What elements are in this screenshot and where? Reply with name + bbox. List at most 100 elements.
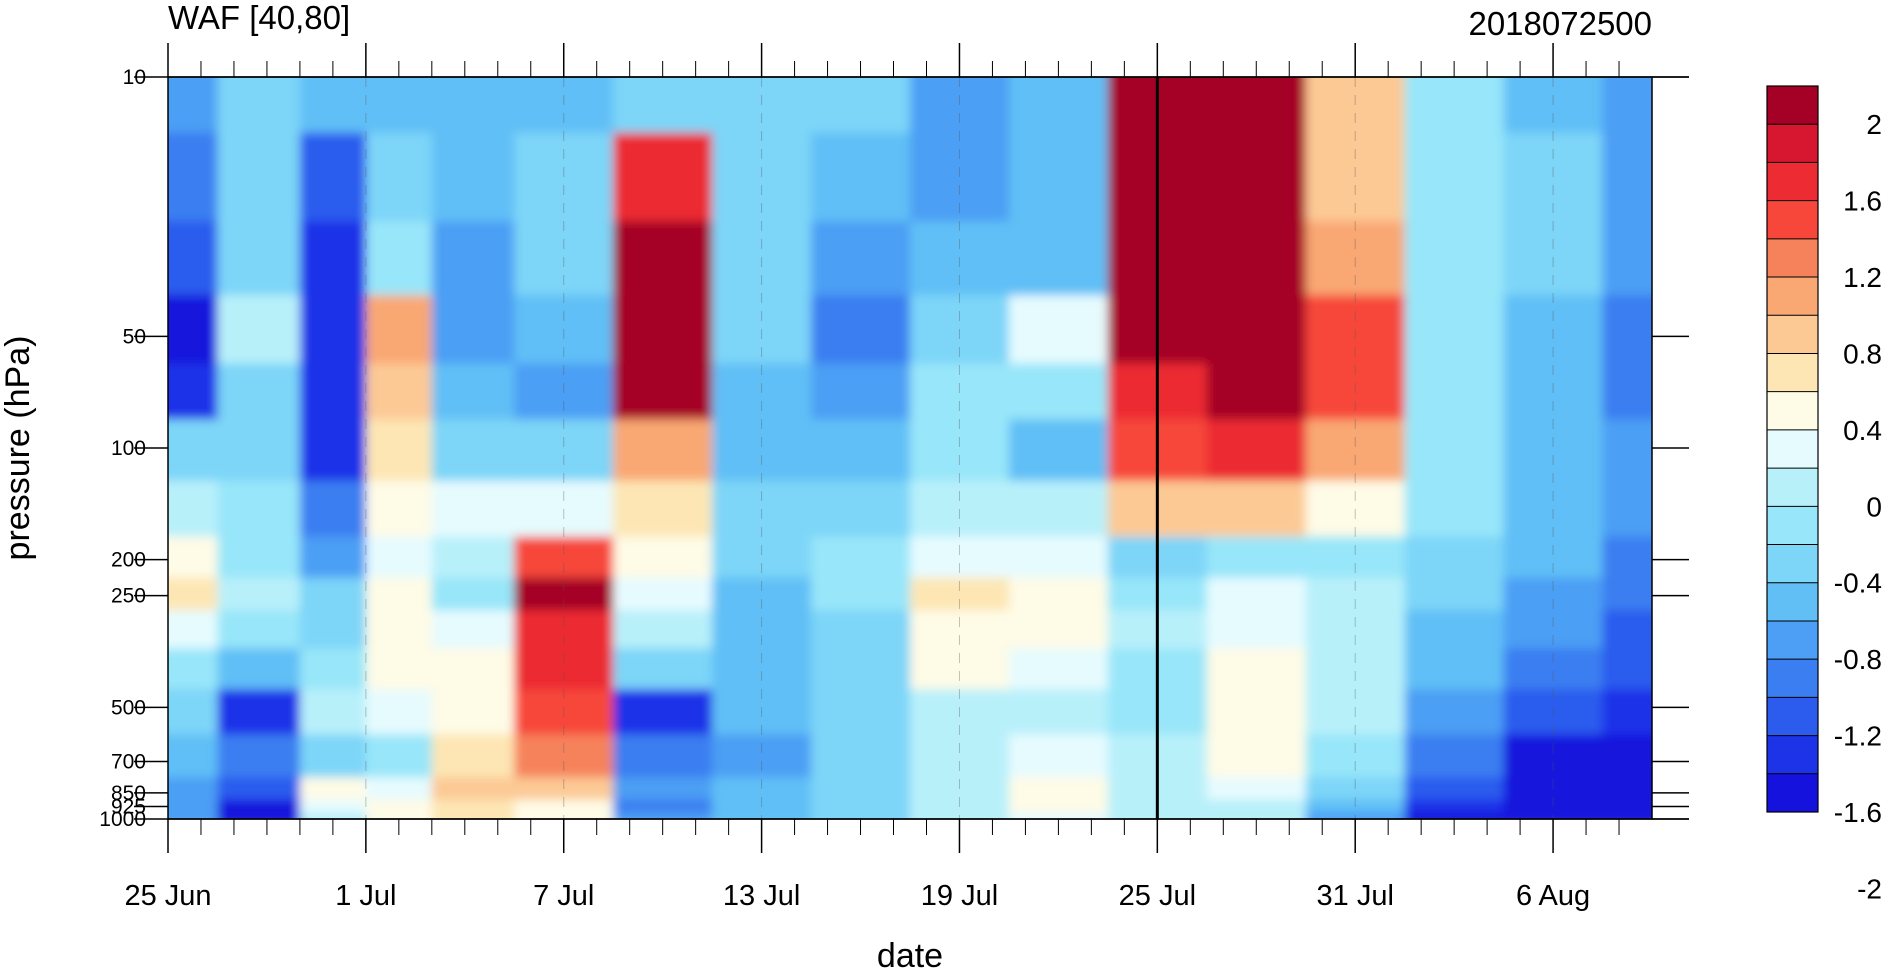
heatmap-cell [712,734,812,779]
colorbar-swatch [1767,315,1818,354]
heatmap-cell [1305,536,1406,579]
heatmap-cell [1503,689,1604,736]
heatmap-cell [514,689,615,736]
heatmap-cell [1206,577,1307,612]
heatmap-cell [299,777,367,801]
heatmap-cell [299,419,367,482]
heatmap-cell [1602,734,1652,779]
heatmap-cell [910,734,1010,779]
heatmap-cell [1305,480,1406,538]
heatmap-cell [168,77,219,134]
heatmap-cell [1404,799,1505,814]
heatmap-cell [1404,777,1505,801]
heatmap-cell [1503,536,1604,579]
colorbar-swatch [1767,162,1818,202]
heatmap-cell [168,419,219,482]
heatmap-cell [1206,221,1307,297]
heatmap-cell [299,132,367,223]
heatmap-cell [168,132,219,223]
heatmap-cell [365,363,433,421]
heatmap-cell [365,799,433,814]
heatmap-cell [712,419,812,482]
heatmap-cell [217,689,301,736]
heatmap-cell [168,799,219,814]
heatmap-cell [431,777,516,801]
colorbar-swatch [1767,429,1818,469]
heatmap-cell [1602,577,1652,612]
heatmap-cell [1008,734,1109,779]
heatmap-cell [712,812,812,819]
heatmap-cell [217,363,301,421]
heatmap-cell [1206,132,1307,223]
heatmap-cell [431,77,516,134]
heatmap-cell [1008,221,1109,297]
x-tick-label: 25 Jul [1119,880,1196,912]
heatmap-cell [431,734,516,779]
chart-title-left: WAF [40,80] [168,0,350,36]
heatmap-cell [1602,812,1652,819]
heatmap-cell [168,610,219,650]
heatmap-cell [431,799,516,814]
colorbar-swatch [1767,620,1818,660]
heatmap-cell [299,812,367,819]
y-tick-label: 50 [123,325,146,348]
heatmap-cell [299,221,367,297]
colorbar-frame [1766,85,1819,813]
heatmap-cell [1008,799,1109,814]
heatmap-cell [712,577,812,612]
heatmap-cell [365,577,433,612]
heatmap-cell [299,577,367,612]
heatmap-cell [1602,777,1652,801]
heatmap-cell [910,648,1010,691]
x-tick-label: 19 Jul [921,880,998,912]
heatmap-cell [1305,295,1406,365]
heatmap-cell [365,812,433,819]
heatmap-cell [1206,363,1307,421]
heatmap-cell [431,363,516,421]
colorbar-label: -1.2 [1834,721,1882,752]
heatmap-cell [1305,812,1406,819]
heatmap-cell [613,799,714,814]
colorbar-label: 0 [1866,491,1882,522]
colorbar-label: 1.6 [1843,186,1882,217]
heatmap-cell [514,419,615,482]
heatmap-cell [365,777,433,801]
heatmap-cell [712,648,812,691]
heatmap-cell [1602,419,1652,482]
colorbar-swatch [1767,659,1818,698]
heatmap-cell [811,799,911,814]
heatmap-cell [613,689,714,736]
heatmap-cell [1404,610,1505,650]
heatmap-cell [613,577,714,612]
heatmap-cell [1305,363,1406,421]
heatmap-cell [299,610,367,650]
heatmap-cell [811,419,911,482]
heatmap-cell [613,812,714,819]
heatmap-cell [910,536,1010,579]
heatmap-cell [365,480,433,538]
heatmap-cell [299,536,367,579]
heatmap-cell [431,295,516,365]
heatmap-cell [1305,734,1406,779]
heatmap-cell [217,536,301,579]
heatmap-cell [613,132,714,223]
heatmap-cell [365,734,433,779]
heatmap-cell [365,77,433,134]
heatmap-cell [613,648,714,691]
x-tick-label: 6 Aug [1516,880,1590,912]
heatmap-cell [811,777,911,801]
heatmap-cell [1206,419,1307,482]
heatmap-cell [811,734,911,779]
heatmap-cell [1503,419,1604,482]
y-tick-label: 100 [111,437,146,460]
heatmap-cell [365,536,433,579]
colorbar-swatch [1767,86,1818,125]
colorbar-label: 1.2 [1843,262,1882,293]
heatmap-cell [1206,777,1307,801]
heatmap-cell [910,812,1010,819]
heatmap-cell [217,480,301,538]
heatmap-cell [811,221,911,297]
heatmap-cell [1305,799,1406,814]
heatmap-cell [910,799,1010,814]
heatmap-cell [811,648,911,691]
